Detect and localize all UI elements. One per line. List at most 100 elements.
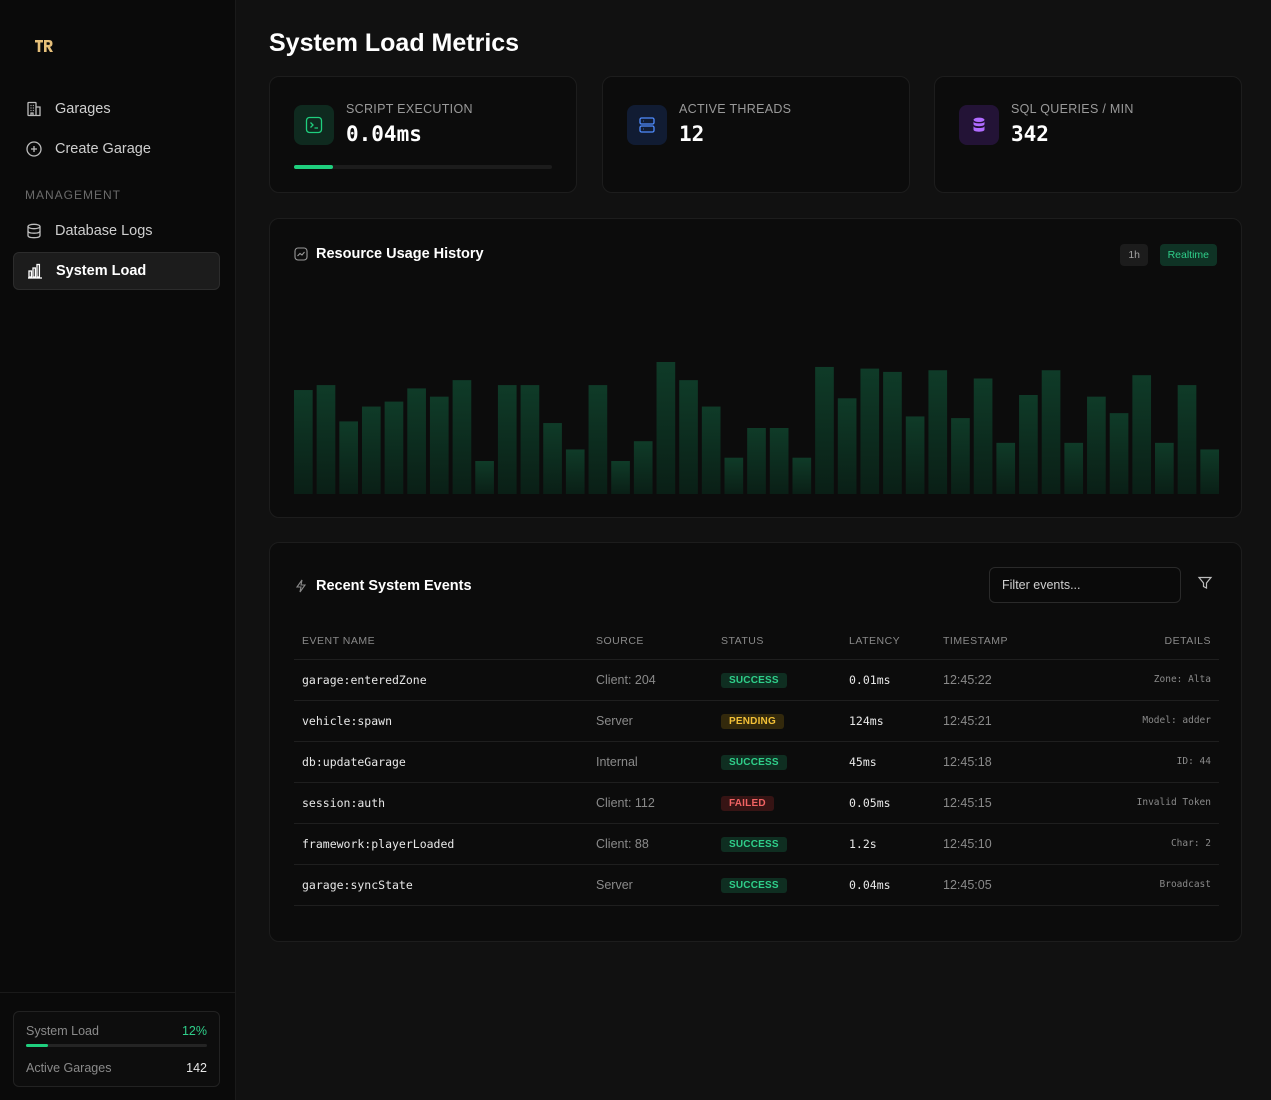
sidebar-item-label: System Load bbox=[56, 263, 147, 279]
event-timestamp: 12:45:10 bbox=[935, 823, 1075, 865]
status-badge: FAILED bbox=[721, 795, 774, 811]
event-source: Client: 204 bbox=[588, 659, 713, 701]
event-source: Server bbox=[588, 700, 713, 742]
table-row[interactable]: vehicle:spawn Server PENDING 124ms 12:45:21 M… bbox=[294, 700, 1219, 742]
status-badge: SUCCESS bbox=[721, 754, 787, 770]
column-header-details[interactable]: DETAILS bbox=[1075, 623, 1219, 660]
status-badge: SUCCESS bbox=[721, 877, 787, 893]
stat-label: ACTIVE THREADS bbox=[679, 102, 792, 116]
system-load-value: 12% bbox=[181, 1024, 207, 1038]
chart-bar bbox=[656, 362, 676, 494]
database-icon bbox=[959, 105, 999, 145]
stat-value: 12 bbox=[679, 122, 705, 146]
event-latency: 0.04ms bbox=[841, 864, 935, 906]
chart-bar bbox=[497, 385, 517, 494]
server-icon bbox=[627, 105, 667, 145]
timeframe-1h-button[interactable]: 1h bbox=[1120, 244, 1148, 266]
plus-circle-icon bbox=[25, 140, 43, 158]
realtime-button[interactable]: Realtime bbox=[1159, 244, 1217, 266]
chart-bar bbox=[996, 442, 1016, 494]
table-row[interactable]: session:auth Client: 112 FAILED 0.05ms 12:45… bbox=[294, 782, 1219, 824]
bar-chart-icon bbox=[26, 262, 44, 280]
system-load-bar-fill bbox=[26, 1044, 48, 1047]
sidebar-item-label: Database Logs bbox=[55, 223, 153, 239]
chart-bar bbox=[1132, 375, 1152, 494]
chart-bar bbox=[905, 416, 925, 494]
active-garages-value: 142 bbox=[186, 1061, 207, 1075]
table-row[interactable]: db:updateGarage Internal SUCCESS 45ms 12:45:… bbox=[294, 741, 1219, 783]
sidebar-item-system-load[interactable]: System Load bbox=[13, 252, 220, 290]
table-header-row: EVENT NAME SOURCE STATUS LATENCY TIMESTA… bbox=[294, 623, 1219, 660]
stat-card-active-threads: ACTIVE THREADS 12 bbox=[602, 76, 910, 193]
event-name: vehicle:spawn bbox=[294, 700, 588, 742]
page-title: System Load Metrics bbox=[269, 29, 520, 57]
chart-bar bbox=[1019, 395, 1038, 494]
trend-chart-icon bbox=[294, 247, 308, 261]
chart-bar bbox=[407, 388, 426, 494]
table-row[interactable]: garage:enteredZone Client: 204 SUCCESS 0.01… bbox=[294, 659, 1219, 701]
event-latency: 45ms bbox=[841, 741, 935, 783]
event-name: framework:playerLoaded bbox=[294, 823, 588, 865]
chart-bar bbox=[883, 371, 902, 494]
chart-bar bbox=[815, 366, 834, 494]
chart-bar bbox=[384, 401, 404, 494]
chart-bar bbox=[951, 418, 970, 494]
event-timestamp: 12:45:18 bbox=[935, 741, 1075, 783]
event-source: Client: 88 bbox=[588, 823, 713, 865]
table-row[interactable]: garage:syncState Server SUCCESS 0.04ms 12:45… bbox=[294, 864, 1219, 906]
column-header-status[interactable]: STATUS bbox=[713, 623, 841, 660]
chart-bar bbox=[679, 380, 698, 494]
event-latency: 1.2s bbox=[841, 823, 935, 865]
database-icon bbox=[25, 222, 43, 240]
sidebar-item-create-garage[interactable]: Create Garage bbox=[13, 130, 220, 168]
event-timestamp: 12:45:21 bbox=[935, 700, 1075, 742]
event-timestamp: 12:45:22 bbox=[935, 659, 1075, 701]
column-header-event-name[interactable]: EVENT NAME bbox=[294, 623, 588, 660]
chart-bar bbox=[837, 398, 857, 494]
chart-bar bbox=[361, 406, 381, 494]
stat-value: 342 bbox=[1011, 122, 1049, 146]
table-row[interactable]: framework:playerLoaded Client: 88 SUCCESS 1… bbox=[294, 823, 1219, 865]
chart-bar bbox=[452, 380, 472, 494]
sidebar-item-database-logs[interactable]: Database Logs bbox=[13, 212, 220, 250]
building-icon bbox=[25, 100, 43, 118]
recent-events-card: Recent System Events EVENT NAME SOURCE S… bbox=[269, 542, 1242, 942]
terminal-icon bbox=[294, 105, 334, 145]
status-badge: SUCCESS bbox=[721, 836, 787, 852]
system-load-bar bbox=[26, 1044, 207, 1047]
event-source: Client: 112 bbox=[588, 782, 713, 824]
event-timestamp: 12:45:05 bbox=[935, 864, 1075, 906]
chart-bar bbox=[701, 406, 721, 494]
recent-events-title: Recent System Events bbox=[316, 578, 472, 594]
sidebar-nav: Garages Create Garage MANAGEMENT bbox=[13, 90, 220, 292]
chart-bar bbox=[973, 378, 993, 494]
column-header-latency[interactable]: LATENCY bbox=[841, 623, 935, 660]
column-header-timestamp[interactable]: TIMESTAMP bbox=[935, 623, 1075, 660]
script-execution-progress bbox=[294, 165, 552, 169]
filter-icon[interactable] bbox=[1197, 575, 1213, 591]
chart-bar bbox=[1109, 413, 1129, 494]
stat-label: SQL QUERIES / MIN bbox=[1011, 102, 1134, 116]
event-status: PENDING bbox=[713, 700, 841, 742]
chart-bar bbox=[1177, 385, 1197, 494]
event-status: SUCCESS bbox=[713, 864, 841, 906]
event-timestamp: 12:45:15 bbox=[935, 782, 1075, 824]
logo-icon[interactable] bbox=[34, 38, 54, 54]
chart-bar bbox=[1087, 396, 1106, 494]
chart-bar bbox=[429, 396, 449, 494]
resource-usage-card: Resource Usage History 1h Realtime bbox=[269, 218, 1242, 518]
active-garages-label: Active Garages bbox=[26, 1061, 112, 1075]
script-execution-progress-fill bbox=[294, 165, 333, 169]
sidebar-item-garages[interactable]: Garages bbox=[13, 90, 220, 128]
chart-bar bbox=[588, 385, 608, 494]
filter-events-input[interactable] bbox=[989, 567, 1181, 603]
event-status: SUCCESS bbox=[713, 823, 841, 865]
nav-section-management: MANAGEMENT bbox=[25, 188, 122, 202]
chart-bar bbox=[475, 461, 494, 494]
event-details: Char: 2 bbox=[1075, 823, 1219, 865]
recent-events-header: Recent System Events bbox=[294, 578, 472, 594]
event-status: FAILED bbox=[713, 782, 841, 824]
lightning-icon bbox=[294, 579, 308, 593]
column-header-source[interactable]: SOURCE bbox=[588, 623, 713, 660]
stat-value: 0.04ms bbox=[346, 122, 422, 146]
